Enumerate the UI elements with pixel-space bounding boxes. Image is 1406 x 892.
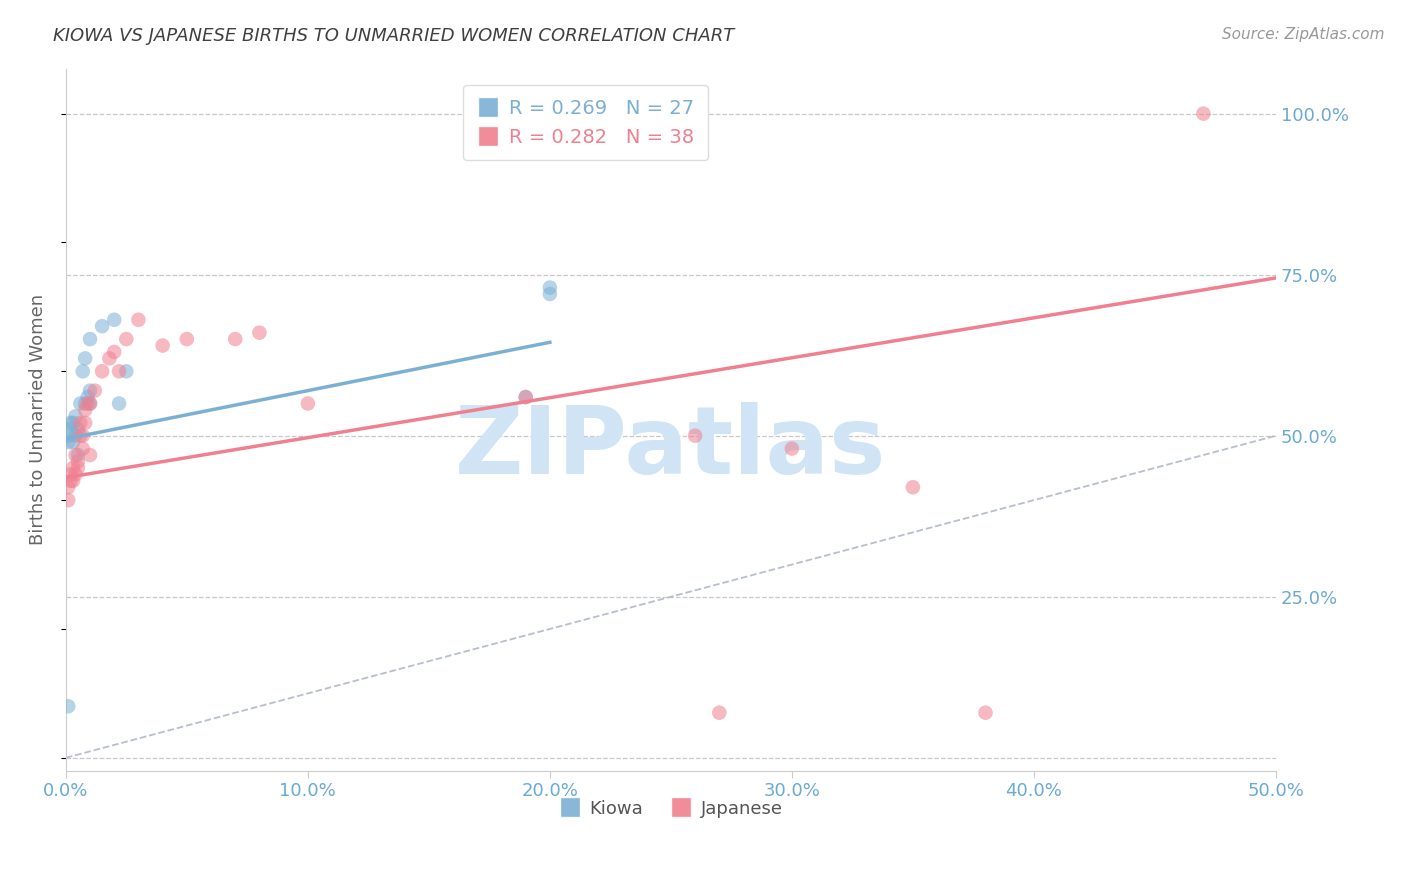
Point [65, 409, 87, 424]
Point [66, 454, 89, 468]
Point [683, 428, 706, 442]
Point [515, 390, 537, 404]
Point [76, 396, 98, 410]
Text: ZIPatlas: ZIPatlas [456, 401, 887, 493]
Point [127, 312, 149, 326]
Point [76, 390, 98, 404]
Point [91, 364, 114, 378]
Point [66, 461, 89, 475]
Point [974, 706, 997, 720]
Point [59, 467, 82, 482]
Y-axis label: Births to Unmarried Women: Births to Unmarried Women [30, 294, 46, 545]
Point [58, 699, 80, 714]
Point [66, 422, 89, 436]
Point [72, 364, 94, 378]
Point [72, 442, 94, 456]
Point [176, 332, 198, 346]
Point [224, 332, 246, 346]
Point [249, 326, 271, 340]
Point [79, 384, 101, 398]
Legend: Kiowa, Japanese: Kiowa, Japanese [551, 792, 790, 825]
Point [115, 364, 138, 378]
Point [115, 332, 138, 346]
Point [297, 396, 319, 410]
Point [780, 442, 803, 456]
Point [72, 428, 94, 442]
Point [538, 287, 561, 301]
Point [79, 396, 101, 410]
Point [709, 706, 731, 720]
Point [65, 428, 87, 442]
Point [79, 396, 101, 410]
Point [58, 428, 80, 442]
Point [1192, 106, 1215, 120]
Point [515, 390, 537, 404]
Point [58, 480, 80, 494]
Point [103, 345, 125, 359]
Point [75, 403, 97, 417]
Point [91, 319, 114, 334]
Point [108, 396, 131, 410]
Point [62, 461, 84, 475]
Point [103, 312, 125, 326]
Point [62, 435, 84, 450]
Point [62, 474, 84, 488]
Point [75, 416, 97, 430]
Point [58, 493, 80, 508]
Point [62, 416, 84, 430]
Point [108, 364, 131, 378]
Point [79, 448, 101, 462]
Point [58, 435, 80, 450]
Point [79, 332, 101, 346]
Point [98, 351, 121, 366]
Point [59, 422, 82, 436]
Point [69, 396, 91, 410]
Point [538, 106, 561, 120]
Point [152, 338, 174, 352]
Point [75, 396, 97, 410]
Point [65, 467, 87, 482]
Point [59, 416, 82, 430]
Point [65, 448, 87, 462]
Text: Source: ZipAtlas.com: Source: ZipAtlas.com [1222, 27, 1385, 42]
Text: KIOWA VS JAPANESE BIRTHS TO UNMARRIED WOMEN CORRELATION CHART: KIOWA VS JAPANESE BIRTHS TO UNMARRIED WO… [53, 27, 735, 45]
Point [538, 280, 561, 294]
Point [59, 474, 82, 488]
Point [901, 480, 924, 494]
Point [69, 416, 91, 430]
Point [66, 448, 89, 462]
Point [69, 428, 91, 442]
Point [75, 351, 97, 366]
Point [83, 384, 105, 398]
